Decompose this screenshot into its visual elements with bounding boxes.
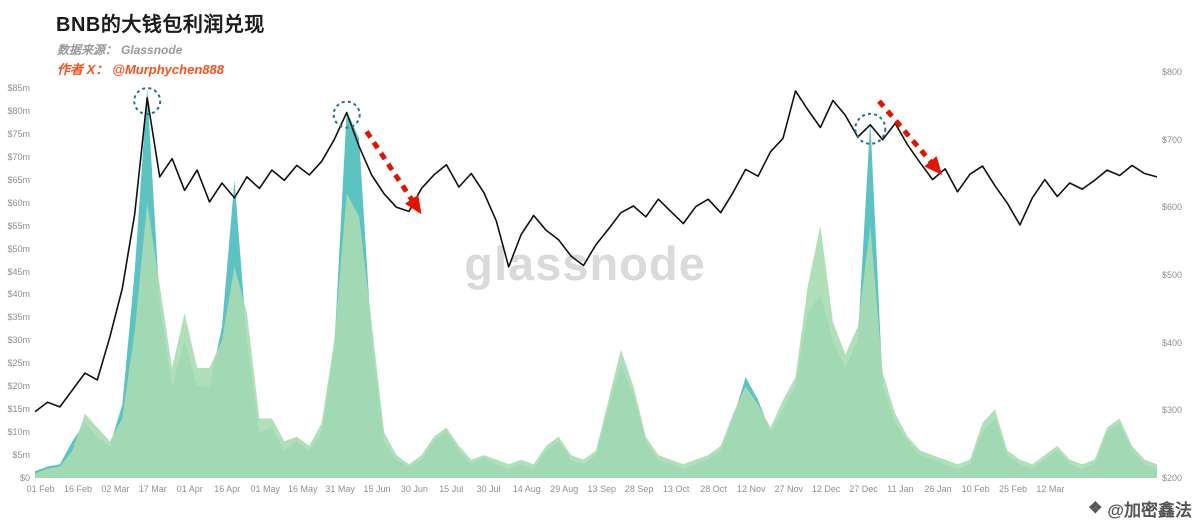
right-axis-tick: $800: [1162, 67, 1183, 77]
left-axis-tick: $40m: [7, 289, 30, 300]
left-axis-tick: $30m: [7, 335, 30, 346]
left-axis-tick: $0: [19, 473, 30, 483]
data-source-line: 数据来源： Glassnode: [57, 41, 182, 58]
left-axis-tick: $55m: [7, 220, 30, 231]
left-axis-tick: $10m: [7, 427, 30, 438]
x-axis-tick: 25 Feb: [998, 484, 1028, 494]
left-axis-tick: $85m: [7, 83, 30, 93]
x-axis-tick: 01 Apr: [176, 484, 203, 494]
area-series-profit-taking-green: [35, 193, 1157, 478]
x-axis-tick: 28 Sep: [624, 484, 654, 494]
right-axis-tick: $400: [1162, 337, 1183, 348]
x-axis-tick: 15 Jun: [363, 484, 391, 494]
x-axis-tick: 30 Jul: [476, 484, 501, 494]
left-axis-tick: $20m: [7, 381, 30, 392]
x-axis-tick: 01 May: [250, 484, 281, 494]
highlight-circle: [854, 112, 887, 145]
right-axis-tick: $600: [1162, 202, 1183, 213]
x-axis-tick: 02 Mar: [101, 484, 130, 494]
highlight-circle: [133, 87, 162, 116]
left-axis-tick: $80m: [7, 105, 30, 116]
x-axis-tick: 11 Jan: [887, 484, 914, 494]
author-line: 作者 X： @Murphychen888: [57, 59, 224, 78]
x-axis-tick: 10 Feb: [961, 484, 990, 494]
brand-badge: ❖ @加密鑫法: [1088, 496, 1192, 521]
x-axis-tick: 28 Oct: [700, 484, 727, 494]
trend-arrow: [364, 130, 422, 215]
x-axis-tick: 12 Nov: [737, 484, 766, 494]
x-axis-tick: 16 Apr: [214, 484, 241, 494]
right-axis-tick: $300: [1162, 405, 1183, 416]
left-axis-tick: $50m: [7, 243, 30, 254]
data-source-value: Glassnode: [121, 43, 183, 57]
author-handle: @Murphychen888: [112, 62, 224, 77]
left-axis-tick: $25m: [7, 358, 30, 369]
x-axis-tick: 17 Mar: [138, 484, 167, 494]
x-axis-tick: 12 Mar: [1036, 484, 1065, 494]
data-source-label: 数据来源：: [57, 43, 118, 57]
x-axis-tick: 14 Aug: [512, 484, 541, 494]
diamond-icon: ❖: [1088, 499, 1103, 517]
left-axis-tick: $75m: [7, 128, 30, 139]
left-axis-tick: $70m: [7, 151, 30, 162]
x-axis-tick: 01 Feb: [26, 484, 55, 494]
price-line: [34, 90, 1158, 413]
page-title: BNB的大钱包利润兑现: [56, 14, 265, 36]
right-axis-tick: $500: [1162, 270, 1183, 280]
left-axis-tick: $35m: [7, 312, 30, 323]
x-axis-tick: 16 Feb: [63, 484, 93, 494]
left-axis-tick: $60m: [7, 197, 30, 208]
x-axis-tick: 29 Aug: [550, 484, 579, 494]
brand-badge-text: @加密鑫法: [1107, 501, 1192, 520]
right-axis-tick: $700: [1162, 134, 1183, 145]
x-axis-tick: 30 Jun: [400, 484, 428, 494]
x-axis-tick: 15 Jul: [439, 484, 464, 494]
x-axis-tick: 12 Dec: [811, 484, 841, 494]
left-axis-tick: $15m: [7, 404, 30, 415]
x-axis-tick: 27 Dec: [849, 484, 878, 494]
author-label: 作者 X：: [57, 62, 109, 77]
right-axis-tick: $200: [1162, 473, 1183, 483]
left-axis-tick: $45m: [7, 266, 30, 277]
x-axis-tick: 13 Sep: [587, 484, 616, 494]
x-axis-tick: 13 Oct: [662, 484, 690, 494]
x-axis-tick: 31 May: [325, 484, 355, 494]
x-axis-tick: 16 May: [287, 484, 318, 494]
x-axis-tick: 26 Jan: [924, 484, 952, 494]
trend-arrow: [877, 99, 943, 175]
left-axis-tick: $65m: [7, 174, 30, 185]
left-axis-tick: $5m: [12, 450, 30, 461]
highlight-circle: [332, 100, 361, 129]
x-axis-tick: 27 Nov: [774, 484, 803, 494]
